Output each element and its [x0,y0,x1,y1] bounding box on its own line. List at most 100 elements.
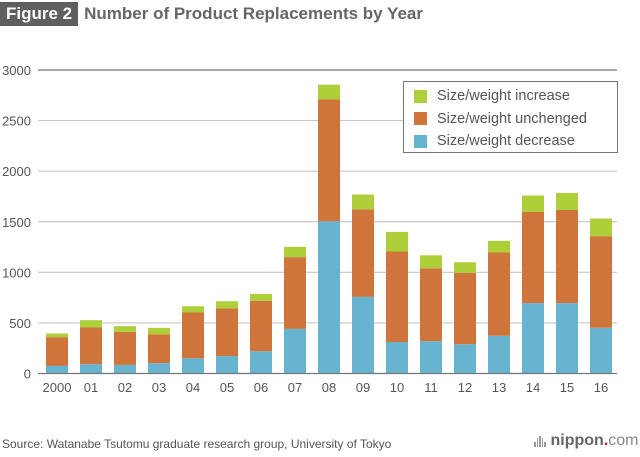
bar-segment-decrease [148,363,170,374]
logo-bars-icon [534,435,546,447]
bar-segment-unchanged [148,334,170,364]
bar-segment-increase [420,255,442,269]
bar-segment-unchanged [590,236,612,328]
x-tick-label: 08 [322,380,336,395]
bar-segment-decrease [352,296,374,374]
x-axis-ticks: 2000 01 02 03 04 05 06 07 08 09 10 11 12 13 14 15 16 [43,380,609,395]
x-tick-label: 16 [594,380,608,395]
x-tick-label: 03 [152,380,166,395]
bar-stack-07 [284,246,306,374]
legend-item-increase: Size/weight increase [414,85,617,108]
x-tick-label: 01 [84,380,98,395]
y-tick-label: 0 [24,367,31,382]
y-axis-ticks: 0 500 1000 1500 2000 2500 3000 [2,63,31,382]
bar-segment-increase [318,84,340,100]
bar-segment-increase [114,326,136,332]
bar-segment-decrease [556,303,578,374]
x-tick-label: 10 [390,380,404,395]
bar-segment-increase [148,327,170,335]
figure-tag: Figure 2 [0,2,79,26]
legend-swatch-increase [414,89,427,103]
bar-segment-decrease [80,364,102,374]
x-tick-label: 15 [560,380,574,395]
bar-segment-unchanged [114,331,136,365]
bar-segment-decrease [182,358,204,374]
bar-segment-unchanged [284,257,306,329]
bar-stack-10 [386,231,408,374]
bar-stack-15 [556,192,578,374]
x-tick-label: 06 [254,380,268,395]
bar-segment-unchanged [352,209,374,297]
bar-stack-08 [318,84,340,374]
source-note: Source: Watanabe Tsutomu graduate resear… [2,437,392,451]
bar-segment-increase [590,218,612,237]
x-tick-label: 07 [288,380,302,395]
bar-segment-unchanged [80,327,102,365]
bar-segment-unchanged [318,99,340,222]
x-tick-label: 13 [492,380,506,395]
bar-segment-decrease [284,328,306,374]
y-tick-label: 1000 [2,265,31,280]
bar-stack-03 [148,327,170,374]
bar-stack-14 [522,195,544,374]
x-tick-label: 04 [186,380,200,395]
legend-swatch-decrease [414,134,427,148]
bar-segment-unchanged [386,251,408,343]
bar-segment-decrease [250,351,272,374]
x-tick-label: 05 [220,380,234,395]
bar-segment-increase [386,231,408,252]
bar-segment-unchanged [522,211,544,304]
legend-label: Size/weight increase [437,88,570,105]
x-tick-label: 02 [118,380,132,395]
bar-stack-05 [216,301,238,374]
bar-segment-unchanged [454,272,476,345]
bar-segment-increase [488,240,510,253]
bar-stack-11 [420,255,442,374]
bar-stack-09 [352,194,374,374]
bar-stack-12 [454,262,476,374]
bar-stack-02 [114,326,136,374]
bar-stack-06 [250,293,272,374]
bar-segment-decrease [454,344,476,374]
bar-segment-increase [216,301,238,309]
bar-segment-unchanged [420,268,442,342]
bar-segment-unchanged [250,300,272,352]
y-tick-label: 2000 [2,164,31,179]
bar-segment-decrease [386,342,408,374]
chart-title: Number of Product Replacements by Year [84,4,423,23]
bar-segment-increase [284,246,306,258]
bar-segment-unchanged [182,312,204,359]
bar-segment-decrease [318,221,340,374]
legend: Size/weight increase Size/weight uncheng… [403,81,618,153]
x-tick-label: 2000 [43,380,72,395]
logo-tld: com [608,432,639,449]
bar-stack-01 [80,320,102,374]
bar-segment-decrease [46,365,68,374]
y-tick-label: 1500 [2,215,31,230]
legend-item-decrease: Size/weight decrease [414,130,617,153]
legend-item-unchanged: Size/weight unchenged [414,108,617,131]
nippon-logo: nippon. com [534,432,639,450]
legend-swatch-unchanged [414,112,427,126]
bar-segment-increase [454,262,476,273]
bar-segment-decrease [114,364,136,374]
y-tick-label: 500 [9,316,31,331]
bar-segment-unchanged [556,209,578,304]
bar-segment-decrease [590,327,612,374]
x-tick-label: 14 [526,380,540,395]
logo-dot: . [603,432,609,449]
bar-segment-decrease [522,303,544,374]
y-tick-label: 3000 [2,63,31,78]
bar-segment-increase [352,194,374,210]
y-tick-label: 2500 [2,114,31,129]
bar-segment-decrease [488,335,510,374]
bar-segment-increase [556,192,578,210]
x-tick-label: 11 [424,380,438,395]
bar-segment-decrease [420,341,442,374]
bar-segment-increase [46,333,68,338]
bar-stack-16 [590,218,612,374]
bar-segment-increase [522,195,544,212]
bar-segment-increase [182,306,204,313]
bar-stack-04 [182,306,204,374]
